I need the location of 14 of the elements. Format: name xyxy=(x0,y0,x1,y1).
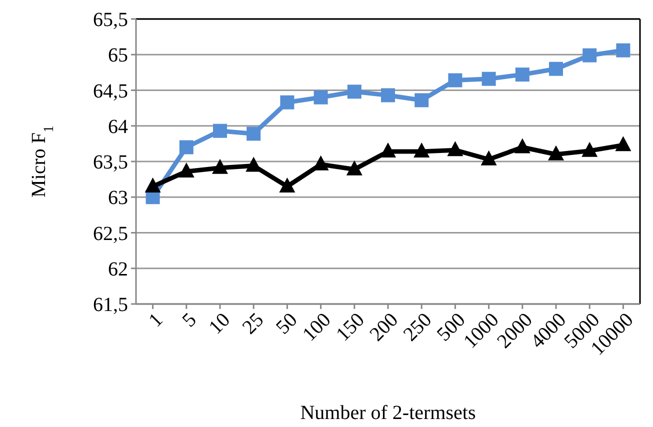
y-tick-label: 62 xyxy=(108,258,128,280)
y-tick-label: 61,5 xyxy=(93,294,128,316)
y-tick-label: 63,5 xyxy=(93,152,128,174)
x-tick-label: 25 xyxy=(238,308,268,339)
y-tick-label: 64,5 xyxy=(93,80,128,102)
y-tick-label: 64 xyxy=(108,116,128,138)
y-tick-label: 65,5 xyxy=(93,9,128,31)
y-tick-label: 63 xyxy=(108,187,128,210)
x-tick-label: 1 xyxy=(144,308,168,332)
y-tick-label: 62,5 xyxy=(93,222,128,245)
x-tick-label: 5 xyxy=(178,308,201,332)
y-tick-label: 65 xyxy=(108,44,128,67)
x-axis-title: Number of 2-termsets xyxy=(300,402,476,424)
x-tick-label: 10 xyxy=(204,308,234,339)
